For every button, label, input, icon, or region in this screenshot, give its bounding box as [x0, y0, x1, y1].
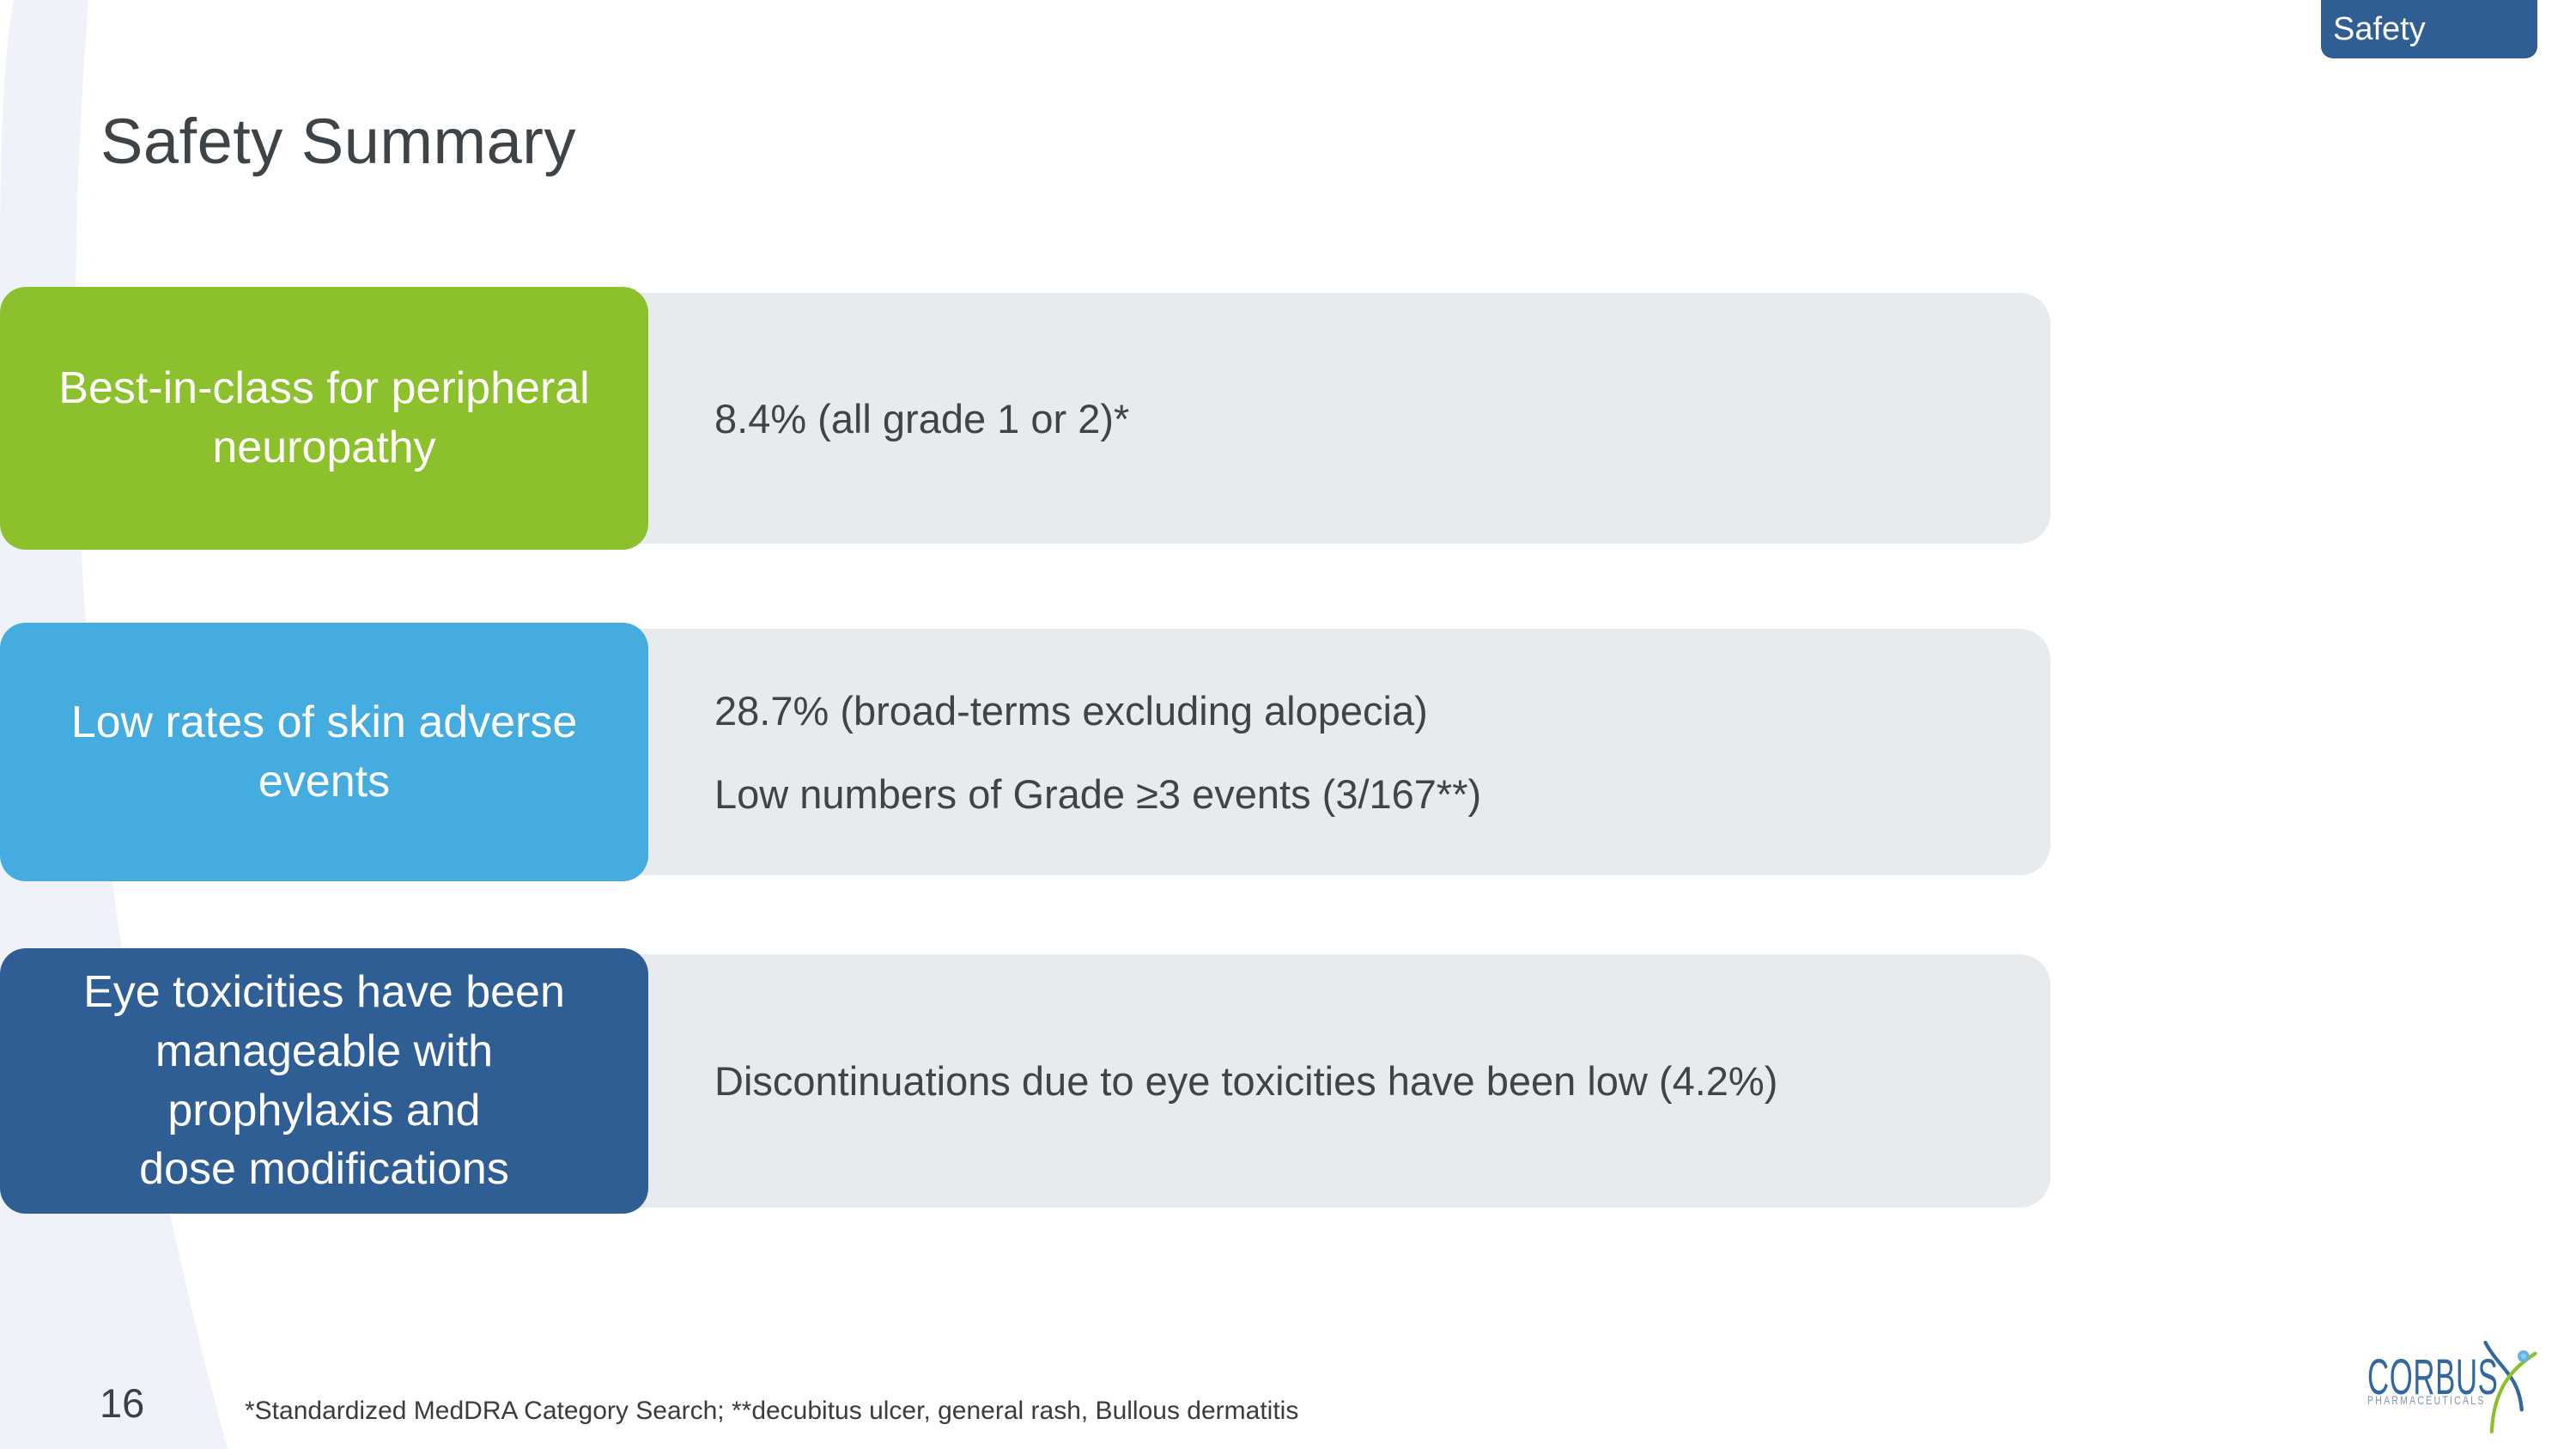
row-detail-panel-skin: 28.7% (broad-terms excluding alopecia) L…: [0, 629, 2050, 875]
page-title: Safety Summary: [100, 106, 576, 177]
section-tab-safety: Safety: [2321, 0, 2537, 58]
row-label-box-eye: Eye toxicities have been manageable with…: [0, 948, 648, 1214]
page-number: 16: [100, 1380, 145, 1426]
row-label-box-skin: Low rates of skin adverse events: [0, 623, 648, 881]
logo-figure-icon: [2483, 1341, 2537, 1434]
row-label-box-neuropathy: Best-in-class for peripheral neuropathy: [0, 287, 648, 550]
detail-text: Discontinuations due to eye toxicities h…: [714, 1058, 1778, 1104]
corbus-logo: CORBUS PHARMACEUTICALS: [2367, 1341, 2548, 1443]
detail-text: 28.7% (broad-terms excluding alopecia): [714, 687, 1428, 734]
logo-subtitle: PHARMACEUTICALS: [2367, 1393, 2486, 1407]
logo-wordmark: CORBUS: [2367, 1349, 2499, 1405]
footnote: *Standardized MedDRA Category Search; **…: [245, 1397, 1299, 1425]
detail-text: 8.4% (all grade 1 or 2)*: [714, 395, 1130, 441]
detail-text: Low numbers of Grade ≥3 events (3/167**): [714, 770, 1482, 817]
